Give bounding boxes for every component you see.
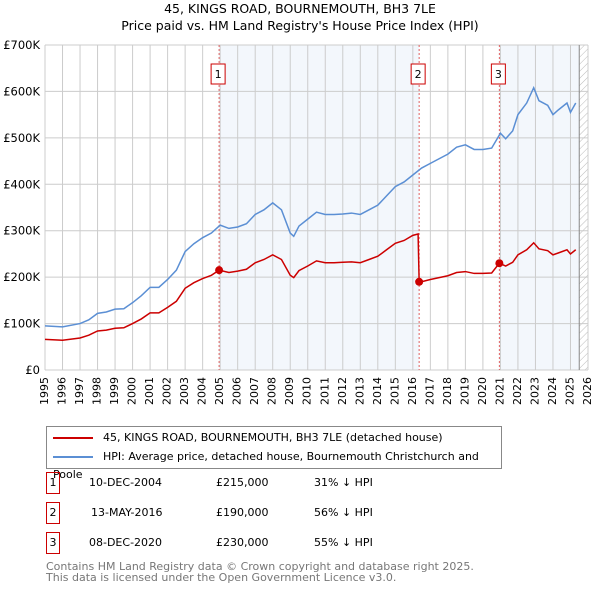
sale-label-box <box>410 63 426 85</box>
x-tick-label: 2025 <box>563 377 576 405</box>
shaded-period <box>499 45 580 370</box>
sale-label: 3 <box>495 68 502 81</box>
sale-date: 10-DEC-2004 <box>89 476 163 489</box>
x-tick-label: 1997 <box>73 377 86 405</box>
sale-label: 2 <box>415 68 422 81</box>
x-tick-label: 2016 <box>406 377 419 405</box>
y-tick-label: £0 <box>25 363 40 377</box>
x-tick-label: 2001 <box>143 377 156 405</box>
x-tick-label: 2017 <box>423 377 436 405</box>
x-tick-label: 2012 <box>336 377 349 405</box>
x-tick-label: 2013 <box>353 377 366 405</box>
sale-date: 08-DEC-2020 <box>89 536 163 549</box>
sale-point <box>495 259 504 268</box>
x-tick-label: 1999 <box>108 377 121 405</box>
x-tick-label: 2020 <box>476 377 489 405</box>
x-tick-label: 2026 <box>581 377 594 405</box>
x-tick-label: 2004 <box>196 377 209 405</box>
x-tick-label: 2022 <box>511 377 524 405</box>
sale-marker: 1 <box>46 472 60 494</box>
x-tick-label: 2015 <box>388 377 401 405</box>
hpi-line <box>44 85 577 328</box>
sale-label: 1 <box>215 68 222 81</box>
footer-licence: This data is licensed under the Open Gov… <box>46 571 397 584</box>
x-tick-label: 2021 <box>493 377 506 405</box>
legend: 45, KINGS ROAD, BOURNEMOUTH, BH3 7LE (de… <box>46 426 502 481</box>
legend-label: 45, KINGS ROAD, BOURNEMOUTH, BH3 7LE (de… <box>103 431 443 444</box>
x-tick-label: 2014 <box>371 377 384 405</box>
x-tick-label: 1996 <box>56 377 69 405</box>
y-tick-label: £700K <box>3 38 40 52</box>
sale-date: 13-MAY-2016 <box>91 506 163 519</box>
x-tick-label: 1998 <box>91 377 104 405</box>
legend-swatch-red <box>53 437 93 439</box>
x-tick-label: 2023 <box>528 377 541 405</box>
x-tick-label: 2000 <box>126 377 139 405</box>
sale-label-box <box>490 63 506 85</box>
x-tick-label: 2003 <box>178 377 191 405</box>
chart-title: 45, KINGS ROAD, BOURNEMOUTH, BH3 7LE <box>164 1 436 16</box>
x-tick-label: 2008 <box>266 377 279 405</box>
y-tick-label: £400K <box>3 177 40 191</box>
legend-label: HPI: Average price, detached house, Bour… <box>53 450 479 481</box>
footer-copyright: Contains HM Land Registry data © Crown c… <box>46 560 474 573</box>
sale-label-box <box>210 63 226 85</box>
chart-subtitle: Price paid vs. HM Land Registry's House … <box>121 18 479 33</box>
sale-point <box>415 277 424 286</box>
sale-price: £190,000 <box>216 506 269 519</box>
y-tick-label: £600K <box>3 84 40 98</box>
forecast-hatch <box>579 45 588 370</box>
x-tick-label: 2011 <box>318 377 331 405</box>
x-tick-label: 2010 <box>301 377 314 405</box>
sale-price: £215,000 <box>216 476 269 489</box>
shaded-period <box>219 45 420 370</box>
x-tick-label: 2006 <box>231 377 244 405</box>
x-tick-label: 2019 <box>458 377 471 405</box>
sale-marker: 2 <box>46 502 60 524</box>
y-tick-label: £200K <box>3 270 40 284</box>
x-tick-label: 2024 <box>546 377 559 405</box>
legend-swatch-blue <box>53 456 93 458</box>
sale-point <box>215 266 224 275</box>
sale-marker: 3 <box>46 532 60 554</box>
y-tick-label: £500K <box>3 131 40 145</box>
x-tick-label: 2005 <box>213 377 226 405</box>
price-paid-line <box>44 232 577 342</box>
legend-item-price: 45, KINGS ROAD, BOURNEMOUTH, BH3 7LE (de… <box>53 429 443 447</box>
sale-price: £230,000 <box>216 536 269 549</box>
x-tick-label: 2007 <box>248 377 261 405</box>
x-tick-label: 1995 <box>38 377 51 405</box>
x-tick-label: 2009 <box>283 377 296 405</box>
plot-area: 1995 1996 1997 1998 1999 2000 2001 2002 2003 2004… <box>3 38 594 405</box>
y-tick-label: £300K <box>3 224 40 238</box>
x-tick-label: 2002 <box>161 377 174 405</box>
sale-hpi: 31% ↓ HPI <box>314 476 373 489</box>
legend-item-hpi: HPI: Average price, detached house, Bour… <box>53 448 501 481</box>
sale-hpi: 55% ↓ HPI <box>314 536 373 549</box>
x-tick-label: 2018 <box>441 377 454 405</box>
sale-hpi: 56% ↓ HPI <box>314 506 373 519</box>
y-tick-label: £100K <box>3 317 40 331</box>
